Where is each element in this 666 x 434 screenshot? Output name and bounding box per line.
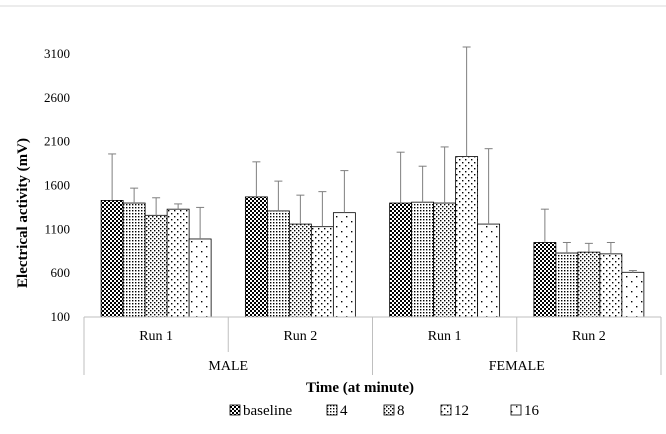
y-tick-label: 600 [51,265,71,280]
bar-16-0 [188,238,212,318]
y-tick-label: 100 [51,309,71,324]
bar-12-0 [166,208,190,318]
legend-swatch-16 [510,404,522,416]
bar-4-1 [266,210,290,318]
bar-baseline-3 [533,242,557,318]
bar-16-1 [332,212,356,318]
bar-4-2 [411,201,435,318]
x-axis-title: Time (at minute) [306,380,414,396]
group-label: MALE [208,359,248,374]
y-tick-label: 1600 [44,178,70,193]
legend-label-4: 4 [340,403,348,419]
bar-12-2 [455,156,479,318]
bars [100,156,645,318]
error-bars [108,46,637,273]
y-axis-title: Electrical activity (mV) [15,138,31,288]
bar-12-1 [310,226,334,318]
legend-label-8: 8 [397,403,405,419]
bar-8-0 [144,214,168,318]
bar-12-3 [599,253,623,318]
legend-swatch-12 [440,404,452,416]
legend-swatch-baseline [229,404,241,416]
category-label: Run 2 [572,329,606,344]
category-label: Run 1 [139,329,173,344]
y-tick-label: 1100 [44,221,70,236]
group-label: FEMALE [489,359,545,374]
bar-8-2 [433,202,457,318]
y-tick-label: 2600 [44,90,70,105]
legend: baseline 4 8 12 16 [229,403,540,419]
bar-16-3 [621,271,645,318]
category-label: Run 2 [283,329,317,344]
legend-label-16: 16 [524,403,540,419]
x-axis: Run 1 Run 2 MALE Run 1 Run 2 FEMALE [83,316,662,375]
bar-baseline-1 [244,196,268,318]
bar-baseline-2 [389,202,413,318]
bar-4-0 [122,202,146,318]
legend-swatch-8 [383,404,395,416]
bar-8-3 [577,251,601,318]
legend-label-baseline: baseline [243,403,292,419]
bar-4-3 [555,252,579,318]
legend-swatch-4 [326,404,338,416]
bar-baseline-0 [100,200,124,318]
bar-8-1 [288,223,312,318]
legend-label-12: 12 [454,403,469,419]
y-tick-label: 2100 [44,134,70,149]
y-tick-label: 3100 [44,46,70,61]
category-label: Run 1 [428,329,462,344]
bar-16-2 [477,223,501,318]
y-axis: 100 600 1100 1600 2100 2600 3100 [44,46,70,324]
